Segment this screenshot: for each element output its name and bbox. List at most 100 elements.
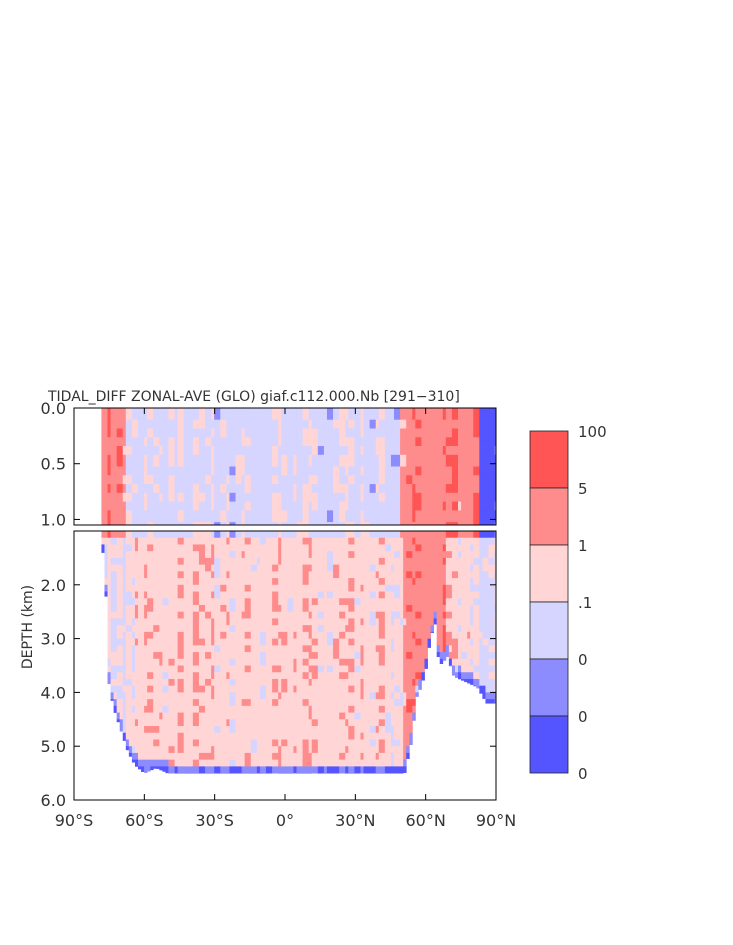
upper-field-cell [378, 460, 383, 464]
upper-field-cell [397, 466, 401, 470]
upper-field-cell [351, 457, 355, 462]
upper-field-cell [235, 460, 239, 464]
upper-field-cell [202, 463, 206, 467]
upper-field-cell [436, 519, 441, 523]
upper-field-cell [333, 507, 337, 511]
upper-field-cell [387, 440, 392, 444]
upper-field-cell [174, 416, 179, 421]
upper-field-cell [247, 422, 252, 426]
upper-field-cell [232, 434, 236, 438]
upper-field-cell [211, 501, 215, 505]
upper-field-cell [232, 504, 236, 508]
upper-field-cell [342, 422, 346, 426]
upper-field-cell [375, 434, 380, 438]
upper-field-cell [131, 504, 136, 508]
upper-field-cell [299, 443, 303, 447]
upper-field-cell [266, 516, 270, 520]
upper-field-cell [211, 454, 215, 459]
upper-field-cell [116, 492, 121, 497]
upper-field-cell [156, 457, 160, 462]
upper-field-cell [281, 434, 285, 438]
upper-field-cell [192, 413, 197, 418]
upper-field-cell [141, 472, 145, 476]
upper-field-cell [336, 446, 340, 450]
upper-field-cell [153, 478, 157, 482]
upper-field-cell [177, 446, 182, 450]
upper-field-cell [397, 481, 401, 485]
upper-field-cell [433, 408, 438, 412]
upper-field-cell [445, 422, 450, 426]
upper-field-cell [153, 501, 157, 505]
upper-field-cell [464, 448, 468, 453]
upper-field-cell [348, 498, 352, 502]
upper-field-cell [195, 486, 200, 491]
upper-field-cell [461, 472, 465, 476]
upper-field-cell [397, 408, 401, 412]
upper-field-cell [205, 501, 209, 505]
upper-field-cell [128, 428, 133, 432]
upper-field-cell [467, 434, 471, 438]
upper-field-cell [397, 416, 401, 421]
upper-field-cell [372, 463, 377, 467]
upper-field-cell [467, 478, 471, 482]
upper-field-cell [458, 469, 462, 473]
upper-field-cell [278, 460, 282, 464]
upper-field-cell [131, 413, 136, 418]
upper-field-cell [375, 475, 380, 479]
upper-field-cell [281, 489, 285, 494]
upper-field-cell [134, 486, 139, 491]
upper-field-cell [180, 510, 185, 514]
upper-field-cell [147, 408, 151, 412]
upper-field-cell [473, 522, 477, 525]
upper-field-cell [262, 501, 267, 505]
upper-field-cell [394, 434, 398, 438]
upper-field-cell [159, 492, 163, 497]
upper-field-cell [381, 501, 386, 505]
upper-field-cell [168, 454, 172, 459]
upper-field-cell [180, 478, 185, 482]
upper-field-cell [363, 469, 367, 473]
upper-field-cell [302, 416, 307, 421]
upper-field-cell [357, 451, 361, 456]
upper-field-cell [387, 448, 392, 453]
upper-field-cell [110, 492, 115, 497]
upper-field-cell [229, 431, 233, 435]
upper-field-cell [122, 408, 127, 412]
upper-field-cell [244, 437, 249, 441]
upper-field-cell [156, 486, 160, 491]
upper-field-cell [357, 466, 361, 470]
upper-field-cell [363, 519, 367, 523]
upper-field-cell [177, 419, 182, 424]
upper-field-cell [171, 431, 175, 435]
upper-field-cell [351, 448, 355, 453]
upper-field-cell [448, 440, 453, 444]
upper-field-cell [177, 469, 182, 473]
upper-field-cell [305, 498, 310, 502]
upper-field-cell [390, 428, 395, 432]
upper-field-cell [110, 516, 115, 520]
upper-field-cell [198, 469, 203, 473]
upper-field-cell [168, 472, 172, 476]
upper-field-cell [326, 495, 331, 500]
upper-field-cell [269, 437, 273, 441]
upper-field-cell [363, 410, 367, 415]
upper-field-cell [384, 466, 389, 470]
upper-field-cell [278, 410, 282, 415]
upper-field-cell [448, 504, 453, 508]
upper-field-cell [198, 501, 203, 505]
upper-field-cell [183, 463, 188, 467]
upper-field-cell [122, 410, 127, 415]
upper-field-cell [110, 486, 115, 491]
upper-field-cell [168, 457, 172, 462]
upper-field-cell [406, 472, 410, 476]
upper-field-cell [479, 410, 483, 415]
upper-field-cell [183, 504, 188, 508]
upper-field-cell [366, 466, 371, 470]
upper-field-cell [259, 504, 264, 508]
upper-field-cell [317, 463, 322, 467]
upper-field-cell [226, 413, 230, 418]
upper-field-cell [476, 519, 480, 523]
upper-field-cell [394, 469, 398, 473]
upper-field-cell [305, 484, 310, 488]
upper-field-cell [281, 507, 285, 511]
